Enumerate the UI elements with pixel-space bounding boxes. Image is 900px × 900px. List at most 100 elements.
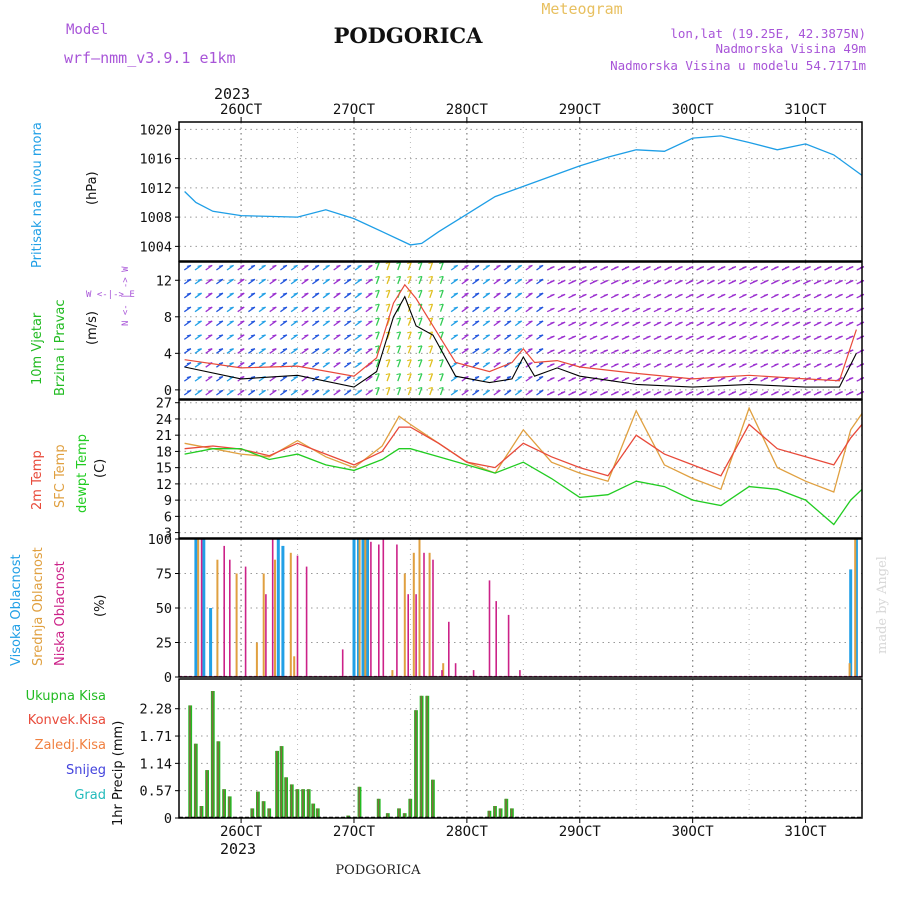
wind-barb-head	[407, 275, 412, 278]
cloud-bar	[293, 656, 296, 677]
wind-barb-head	[689, 335, 694, 338]
wind-barb-head	[346, 264, 352, 267]
wind-barb-head	[838, 349, 843, 352]
wind-barb-head	[592, 335, 598, 338]
wind-barb-head	[827, 335, 833, 338]
wind-barb-head	[603, 321, 608, 324]
x-tick-label-top: 28OCT	[446, 102, 489, 118]
footer-location: PODGORICA	[335, 863, 421, 878]
wind-barb-head	[464, 334, 469, 337]
wind-barb-head	[656, 321, 662, 324]
wind-barb	[397, 262, 402, 271]
wind-barb-head	[197, 375, 202, 379]
y-tick-label: 18	[156, 444, 172, 460]
wind-barb-head	[721, 279, 726, 283]
wind-barb	[439, 317, 444, 326]
wind-barb-head	[731, 349, 737, 352]
precip-legend-snow: Snijeg	[66, 763, 106, 778]
wind-barb-head	[763, 293, 769, 296]
wind-barb-head	[678, 391, 683, 394]
precip-conv-bar	[206, 770, 208, 818]
wind-barb-head	[186, 334, 192, 337]
wind-barb-head	[439, 317, 444, 320]
wind-barb-head	[635, 321, 640, 324]
wind-barb	[407, 276, 412, 285]
wind-barb-head	[731, 391, 737, 394]
precip-legend-frozen: Zaledj.Kisa	[35, 738, 106, 753]
wind-barb-head	[304, 264, 309, 267]
wind-barb-head	[838, 335, 843, 338]
wind-barb-head	[560, 377, 566, 380]
wind-barb-head	[496, 362, 501, 365]
cloud-bar	[289, 552, 292, 677]
wind-barb-head	[614, 279, 619, 283]
cloud-bar	[352, 539, 356, 677]
cloud-bar	[202, 539, 206, 677]
wind-barb-head	[560, 293, 566, 296]
grid-layer	[179, 122, 862, 819]
wind-barb-head	[368, 278, 373, 281]
wind-barb-head	[667, 363, 672, 366]
wind-barb-head	[293, 362, 298, 365]
panel-frame-pressure	[178, 121, 863, 262]
wind-barb-head	[795, 349, 801, 352]
cloud-bar	[235, 573, 238, 677]
wind-barb-head	[795, 266, 801, 269]
wind-barb	[439, 359, 444, 368]
wind-barb-head	[346, 292, 352, 295]
wind-barb-head	[763, 279, 769, 283]
wind-barb	[386, 359, 391, 368]
wind-barb-head	[817, 279, 822, 283]
wind-barb-head	[550, 321, 555, 324]
wind-barb-head	[667, 321, 672, 324]
wind-barb-head	[186, 348, 192, 351]
wind-barb-head	[506, 389, 512, 392]
cloud-bar	[194, 539, 198, 677]
wind-barb-head	[417, 317, 423, 320]
wind-barb-head	[699, 293, 704, 296]
wind-barb-head	[485, 292, 490, 295]
wind-barb-head	[385, 289, 390, 292]
wind-barb-head	[453, 334, 458, 337]
wind-barb-head	[742, 321, 747, 324]
wind-barb-head	[506, 264, 512, 267]
wind-barb-head	[785, 335, 790, 338]
wind-barb-head	[560, 321, 566, 324]
wind-barb-head	[261, 348, 266, 351]
wind-barb-head	[396, 317, 401, 320]
wind-barb-head	[721, 391, 726, 394]
cloud-bar	[370, 541, 372, 677]
wind-barb-head	[496, 389, 501, 392]
wind-barb-head	[197, 292, 202, 295]
cloud-bar	[364, 539, 367, 677]
wind-barb	[407, 331, 412, 340]
wind-barb-head	[314, 348, 320, 351]
wind-barb-head	[325, 306, 330, 309]
wind-barb-head	[375, 359, 380, 362]
wind-barb-head	[838, 266, 843, 269]
wind-barb-head	[849, 307, 854, 310]
wind-barb-head	[689, 293, 694, 296]
wind-barb-head	[550, 293, 555, 296]
wind-barb-head	[721, 335, 726, 338]
wind-barb-head	[368, 320, 373, 323]
wind-barb-head	[678, 335, 683, 338]
wind-barb-head	[304, 334, 309, 337]
wind-barb-head	[218, 362, 224, 365]
wind-barb-head	[592, 321, 598, 324]
wind-barb-head	[614, 335, 619, 338]
wind-barb-head	[817, 266, 822, 269]
wind-barb-head	[439, 275, 444, 278]
wind-barb-head	[293, 292, 298, 295]
wind-barb-head	[699, 349, 704, 352]
wind-barb-head	[538, 264, 544, 267]
wind-barb-head	[506, 292, 512, 295]
wind-barb-head	[229, 306, 234, 309]
wind-barb-head	[453, 348, 458, 351]
cloud-bar	[454, 663, 457, 677]
wind-barb-head	[689, 349, 694, 352]
wind-barb-head	[336, 362, 341, 365]
wind-barb-head	[731, 377, 737, 380]
wind-barb-head	[710, 307, 715, 310]
